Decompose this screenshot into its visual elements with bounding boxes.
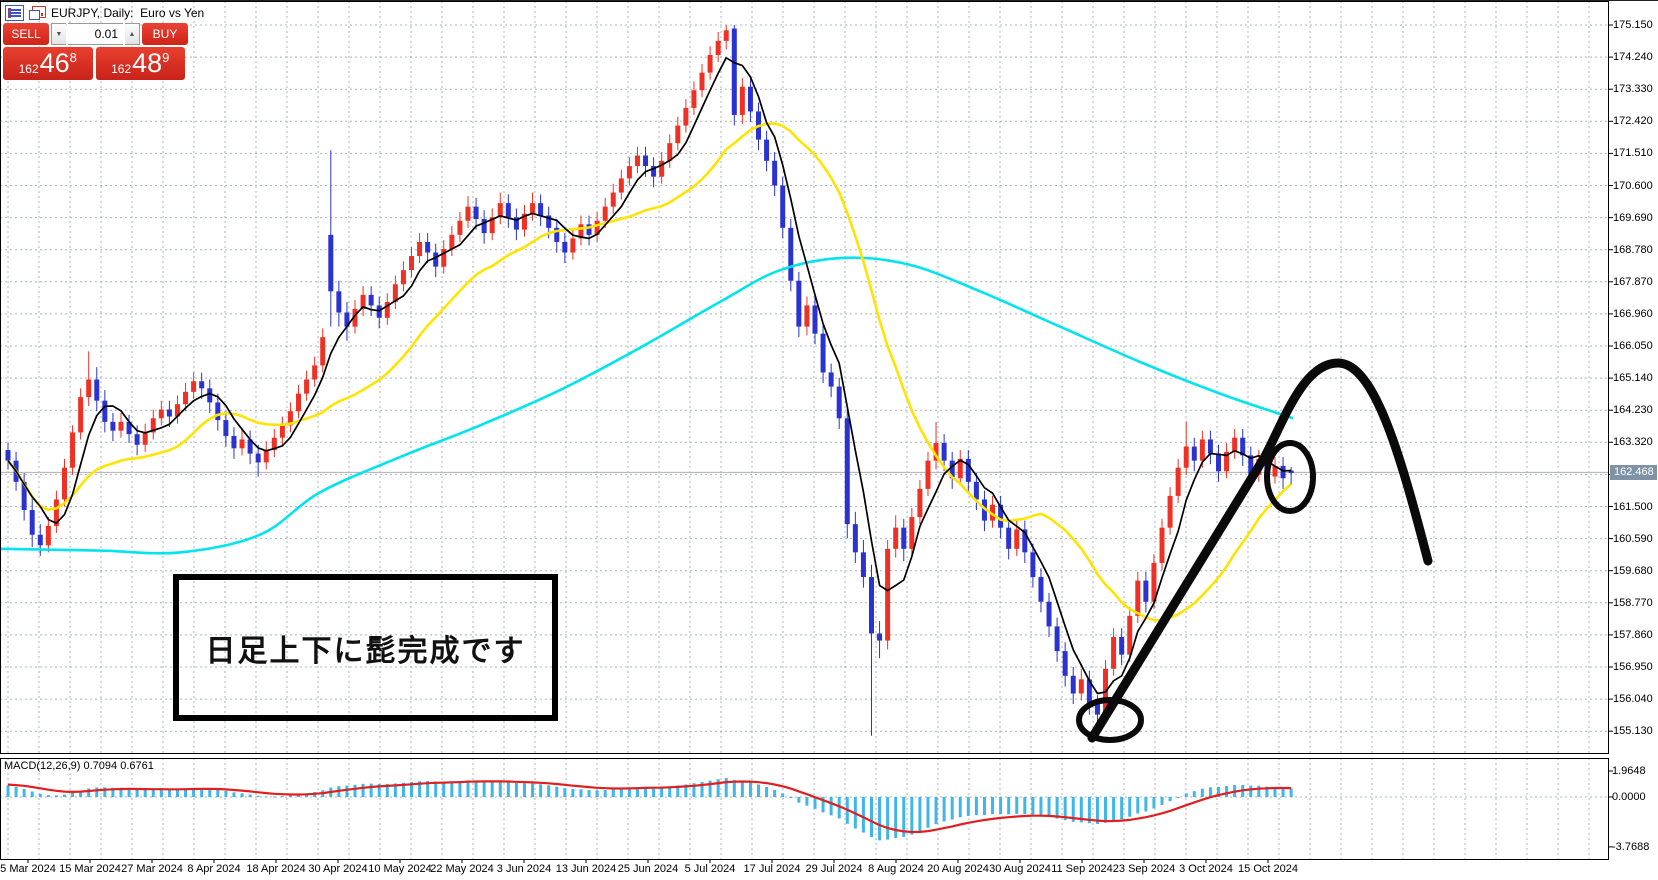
sell-price-pip: 8 xyxy=(69,50,77,65)
price-axis-label: 170.600 xyxy=(1613,179,1653,192)
charts-list-icon xyxy=(5,5,24,21)
time-axis-label: 5 Jul 2024 xyxy=(684,863,736,875)
time-axis-label: 29 Jul 2024 xyxy=(805,863,863,875)
buy-price-base: 162 xyxy=(111,62,132,76)
moving-averages xyxy=(0,56,1294,695)
price-axis-label: 166.960 xyxy=(1613,307,1653,320)
price-axis-label: 173.330 xyxy=(1613,83,1653,96)
time-axis-label: 10 May 2024 xyxy=(368,863,432,875)
pane-borders xyxy=(0,1,1613,863)
price-axis-label: 160.590 xyxy=(1613,532,1653,545)
price-axis-label: 166.050 xyxy=(1613,340,1653,352)
buy-price-big: 48 xyxy=(132,48,163,78)
price-axis-label: 156.950 xyxy=(1613,661,1653,673)
price-axis-label: 163.320 xyxy=(1613,436,1653,449)
macd-layer xyxy=(6,778,1293,841)
price-axis-label: 164.230 xyxy=(1613,404,1653,417)
price-axis-label: 169.690 xyxy=(1613,211,1653,224)
ma-fast-black xyxy=(7,56,1292,695)
price-axis-label: 165.140 xyxy=(1613,372,1653,385)
drawn-annotations xyxy=(1076,358,1433,743)
macd-axis-label: 0.0000 xyxy=(1612,791,1646,803)
new-chart-icon xyxy=(29,6,46,20)
analysis-note-text: 日足上下に髭完成です xyxy=(205,633,526,669)
price-axis-label: 161.500 xyxy=(1613,500,1653,513)
buy-button[interactable]: BUY xyxy=(142,23,188,45)
sell-price-big: 46 xyxy=(39,48,70,78)
current-price-circle xyxy=(1264,440,1316,514)
time-axis-label: 23 Sep 2024 xyxy=(1112,863,1176,875)
price-axis-label: 175.150 xyxy=(1613,19,1653,31)
projection-curve xyxy=(1087,358,1433,743)
volume-decrease-button[interactable]: ▼ xyxy=(51,23,66,45)
macd-axis-label: -3.7688 xyxy=(1612,840,1650,853)
time-axis-label: 17 Jul 2024 xyxy=(743,863,801,875)
price-axis-label: 172.420 xyxy=(1613,115,1653,128)
swing-low-circle xyxy=(1076,697,1144,743)
time-axis-label: 18 Apr 2024 xyxy=(246,863,306,875)
sell-button[interactable]: SELL xyxy=(3,23,49,45)
buy-price-box[interactable]: 162 48 9 xyxy=(95,47,185,80)
time-axis-label: 8 Apr 2024 xyxy=(187,863,241,875)
chart-header: EURJPY, Daily: Euro vs Yen xyxy=(5,5,204,21)
ma-slow-cyan xyxy=(0,256,1294,555)
time-axis-label: 11 Sep 2024 xyxy=(1051,863,1113,875)
time-axis-label: 5 Mar 2024 xyxy=(0,863,56,875)
macd-axis-label: 1.9648 xyxy=(1612,765,1646,777)
price-axis-label: 159.680 xyxy=(1613,564,1653,577)
macd-signal-line xyxy=(7,780,1292,834)
price-axis-label: 157.860 xyxy=(1613,628,1653,641)
price-axis-label: 174.240 xyxy=(1613,51,1653,64)
time-axis-label: 15 Mar 2024 xyxy=(59,863,121,875)
sell-price-box[interactable]: 162 46 8 xyxy=(3,47,93,80)
macd-indicator-label: MACD(12,26,9) 0.7094 0.6761 xyxy=(4,760,154,772)
volume-increase-button[interactable]: ▲ xyxy=(125,23,140,45)
time-axis-label: 22 May 2024 xyxy=(430,863,494,875)
price-axis-label: 155.130 xyxy=(1613,725,1653,738)
buy-price-pip: 9 xyxy=(162,50,170,65)
gridlines xyxy=(0,1,1608,859)
time-axis-label: 15 Oct 2024 xyxy=(1238,863,1298,875)
time-axis-label: 27 Mar 2024 xyxy=(121,863,183,875)
chart-title: EURJPY, Daily: Euro vs Yen xyxy=(51,6,205,20)
sell-price-base: 162 xyxy=(18,62,39,76)
time-axis-label: 25 Jun 2024 xyxy=(617,863,679,875)
time-axis-label: 30 Aug 2024 xyxy=(989,863,1051,875)
volume-input[interactable] xyxy=(68,23,123,45)
price-axis-label: 156.040 xyxy=(1613,693,1653,706)
price-axis-label: 167.870 xyxy=(1613,275,1653,288)
time-axis-label: 8 Aug 2024 xyxy=(868,863,924,875)
candles-layer xyxy=(5,25,1294,736)
chevron-down-icon: ▼ xyxy=(55,30,63,38)
time-axis-label: 13 Jun 2024 xyxy=(555,863,617,875)
time-axis-label: 30 Apr 2024 xyxy=(308,863,368,875)
price-axis-label: 168.780 xyxy=(1613,243,1653,256)
chevron-up-icon: ▲ xyxy=(128,30,136,38)
time-axis-label: 3 Oct 2024 xyxy=(1179,863,1233,875)
one-click-trading-panel: SELL ▼ ▲ BUY 162 46 8 162 48 9 xyxy=(3,23,188,80)
price-axis-label: 158.770 xyxy=(1613,596,1653,609)
current-price-tag: 162.468 xyxy=(1610,464,1657,480)
price-axis-label: 171.510 xyxy=(1613,147,1653,160)
analysis-note-box: 日足上下に髭完成です xyxy=(173,574,558,721)
ma-mid-yellow xyxy=(6,122,1292,622)
time-axis-label: 20 Aug 2024 xyxy=(927,863,989,875)
time-axis-label: 3 Jun 2024 xyxy=(496,863,552,875)
